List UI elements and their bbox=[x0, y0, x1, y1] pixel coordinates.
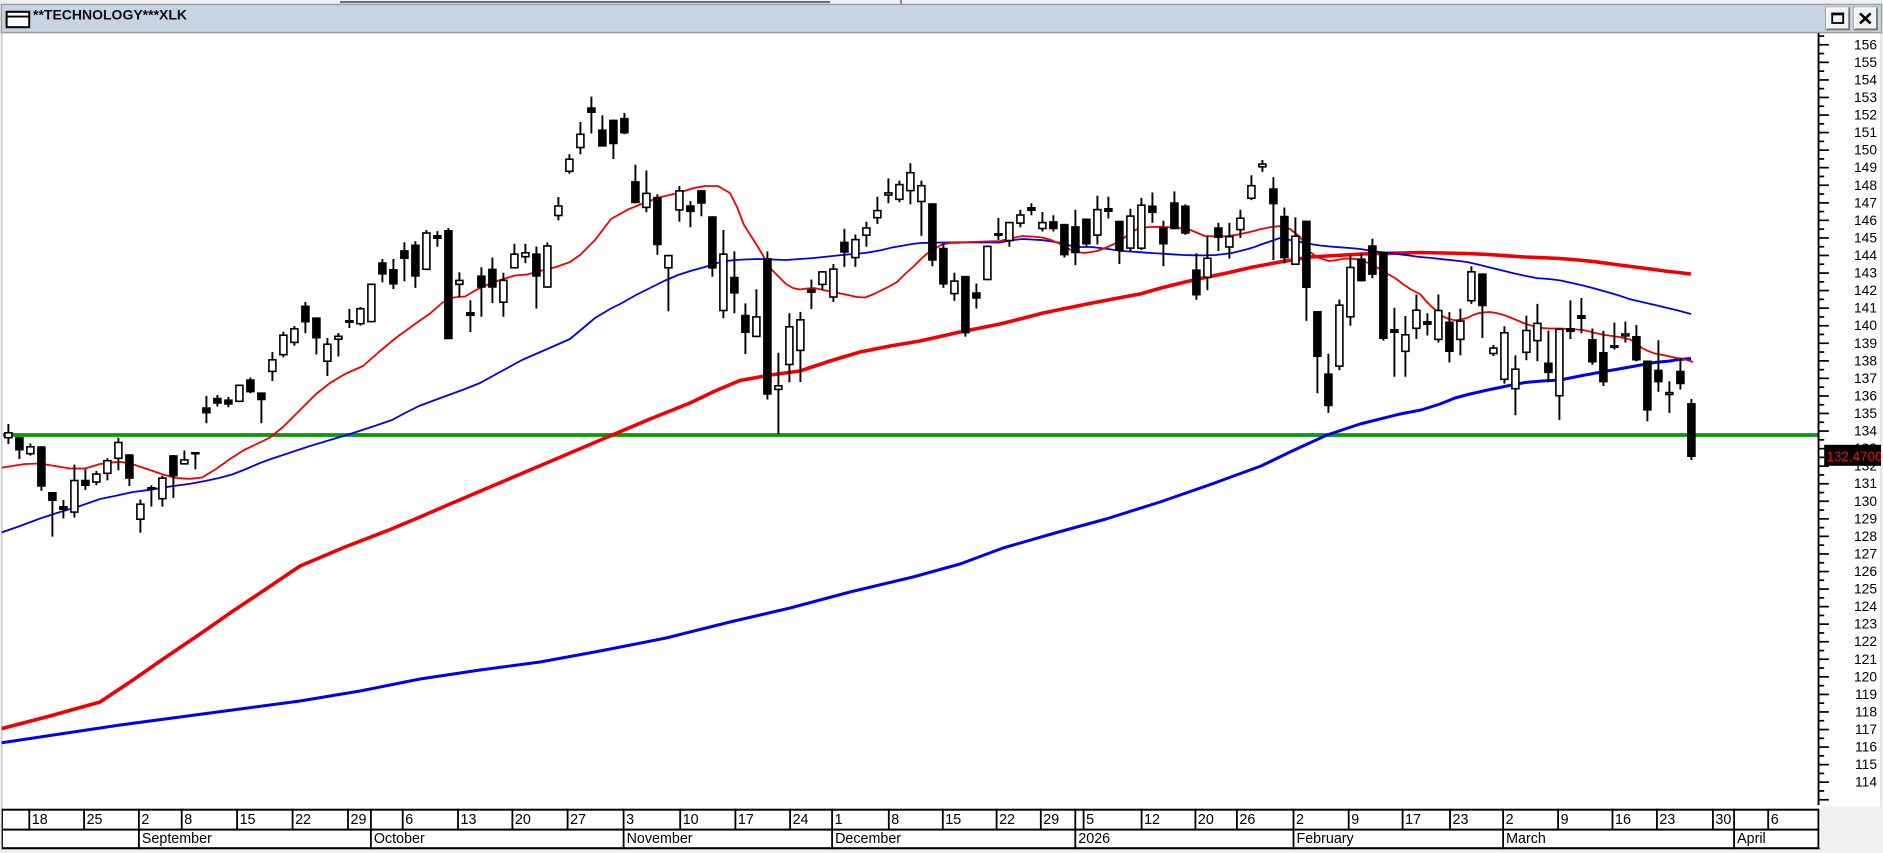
svg-text:120: 120 bbox=[1854, 669, 1877, 684]
svg-text:134: 134 bbox=[1854, 424, 1877, 439]
svg-text:**TECHNOLOGY***XLK: **TECHNOLOGY***XLK bbox=[33, 7, 187, 23]
svg-text:30: 30 bbox=[1715, 812, 1731, 828]
svg-text:122: 122 bbox=[1854, 634, 1877, 649]
svg-text:143: 143 bbox=[1854, 266, 1877, 281]
svg-text:131: 131 bbox=[1854, 476, 1877, 491]
svg-text:140: 140 bbox=[1854, 318, 1877, 333]
svg-text:152: 152 bbox=[1854, 108, 1877, 123]
svg-text:141: 141 bbox=[1854, 301, 1877, 316]
svg-text:13: 13 bbox=[461, 812, 477, 828]
svg-text:135: 135 bbox=[1854, 406, 1877, 421]
svg-text:22: 22 bbox=[999, 812, 1015, 828]
svg-text:128: 128 bbox=[1854, 529, 1877, 544]
svg-text:24: 24 bbox=[793, 812, 809, 828]
svg-text:6: 6 bbox=[1771, 812, 1779, 828]
svg-text:125: 125 bbox=[1854, 582, 1877, 597]
svg-text:6: 6 bbox=[405, 812, 413, 828]
svg-text:148: 148 bbox=[1854, 178, 1877, 193]
svg-text:154: 154 bbox=[1854, 72, 1877, 87]
svg-text:2: 2 bbox=[1296, 812, 1304, 828]
svg-text:123: 123 bbox=[1854, 617, 1877, 632]
svg-text:132.4700: 132.4700 bbox=[1827, 449, 1883, 464]
svg-text:5: 5 bbox=[1086, 812, 1094, 828]
svg-text:3: 3 bbox=[626, 812, 634, 828]
svg-text:9: 9 bbox=[1561, 812, 1569, 828]
svg-text:147: 147 bbox=[1854, 195, 1877, 210]
svg-text:26: 26 bbox=[1239, 812, 1255, 828]
svg-text:20: 20 bbox=[1198, 812, 1214, 828]
svg-text:November: November bbox=[627, 831, 693, 847]
svg-text:114: 114 bbox=[1855, 775, 1877, 790]
svg-text:23: 23 bbox=[1453, 812, 1469, 828]
svg-text:15: 15 bbox=[945, 812, 961, 828]
svg-text:144: 144 bbox=[1854, 248, 1877, 263]
svg-text:149: 149 bbox=[1854, 160, 1877, 175]
svg-text:127: 127 bbox=[1854, 547, 1877, 562]
svg-text:15: 15 bbox=[240, 812, 256, 828]
svg-text:18: 18 bbox=[32, 812, 48, 828]
svg-text:2026: 2026 bbox=[1078, 831, 1110, 847]
svg-text:116: 116 bbox=[1855, 740, 1877, 755]
svg-text:118: 118 bbox=[1855, 705, 1877, 720]
svg-text:February: February bbox=[1297, 831, 1355, 847]
svg-text:119: 119 bbox=[1855, 687, 1877, 702]
svg-text:27: 27 bbox=[570, 812, 586, 828]
svg-text:146: 146 bbox=[1854, 213, 1877, 228]
svg-text:129: 129 bbox=[1854, 511, 1877, 526]
svg-text:155: 155 bbox=[1854, 55, 1877, 70]
svg-text:12: 12 bbox=[1144, 812, 1160, 828]
svg-text:145: 145 bbox=[1854, 230, 1877, 245]
svg-text:124: 124 bbox=[1854, 599, 1877, 614]
svg-text:29: 29 bbox=[1043, 812, 1059, 828]
svg-text:126: 126 bbox=[1854, 564, 1877, 579]
svg-text:10: 10 bbox=[683, 812, 699, 828]
svg-text:March: March bbox=[1506, 831, 1546, 847]
svg-text:17: 17 bbox=[1405, 812, 1421, 828]
svg-text:16: 16 bbox=[1615, 812, 1631, 828]
svg-text:130: 130 bbox=[1854, 494, 1877, 509]
svg-text:September: September bbox=[142, 831, 212, 847]
svg-text:139: 139 bbox=[1854, 336, 1877, 351]
svg-text:121: 121 bbox=[1854, 652, 1877, 667]
svg-text:2: 2 bbox=[1506, 812, 1514, 828]
svg-text:138: 138 bbox=[1854, 353, 1877, 368]
svg-text:142: 142 bbox=[1854, 283, 1877, 298]
svg-text:137: 137 bbox=[1854, 371, 1877, 386]
svg-text:29: 29 bbox=[351, 812, 367, 828]
svg-text:17: 17 bbox=[738, 812, 754, 828]
svg-text:156: 156 bbox=[1854, 37, 1877, 52]
svg-text:151: 151 bbox=[1854, 125, 1877, 140]
svg-text:9: 9 bbox=[1351, 812, 1359, 828]
svg-text:136: 136 bbox=[1854, 388, 1877, 403]
svg-text:2: 2 bbox=[141, 812, 149, 828]
svg-text:20: 20 bbox=[515, 812, 531, 828]
svg-text:23: 23 bbox=[1659, 812, 1675, 828]
svg-text:December: December bbox=[835, 831, 901, 847]
svg-text:22: 22 bbox=[295, 812, 311, 828]
svg-text:117: 117 bbox=[1855, 722, 1877, 737]
svg-text:1: 1 bbox=[835, 812, 843, 828]
svg-text:25: 25 bbox=[87, 812, 103, 828]
svg-text:8: 8 bbox=[891, 812, 899, 828]
svg-text:8: 8 bbox=[184, 812, 192, 828]
svg-text:October: October bbox=[374, 831, 425, 847]
svg-text:153: 153 bbox=[1854, 90, 1877, 105]
svg-text:115: 115 bbox=[1855, 757, 1877, 772]
svg-text:April: April bbox=[1737, 831, 1766, 847]
svg-text:150: 150 bbox=[1854, 143, 1877, 158]
